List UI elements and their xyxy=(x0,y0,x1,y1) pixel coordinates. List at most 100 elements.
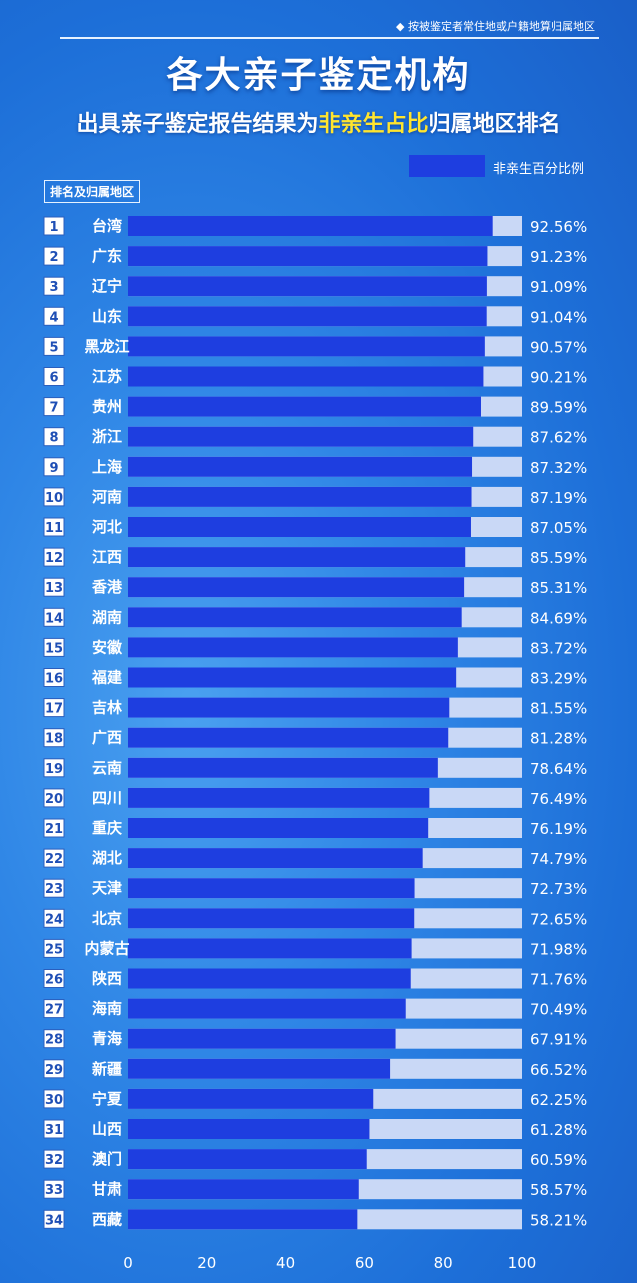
bar xyxy=(128,336,485,357)
rank-box xyxy=(43,547,65,567)
x-tick-label: 0 xyxy=(123,1254,133,1272)
region-label: 四川 xyxy=(92,789,122,807)
value-label: 71.98% xyxy=(530,940,587,958)
x-tick-label: 20 xyxy=(197,1254,216,1272)
rank-number: 9 xyxy=(49,461,58,476)
rank-number: 13 xyxy=(45,581,63,596)
region-label: 江苏 xyxy=(92,368,122,386)
bar xyxy=(128,667,457,688)
value-label: 72.65% xyxy=(530,910,587,928)
rank-number: 17 xyxy=(45,702,63,717)
rank-box xyxy=(43,878,65,898)
bar xyxy=(128,998,406,1019)
bar xyxy=(128,577,465,598)
subtitle-highlight: 非亲生占比 xyxy=(318,112,429,137)
rank-box xyxy=(43,457,65,477)
bar xyxy=(128,637,458,658)
region-label: 浙江 xyxy=(92,428,122,446)
rank-box xyxy=(43,276,65,296)
header-divider xyxy=(60,37,599,39)
subtitle-prefix: 出具亲子鉴定报告结果为 xyxy=(76,112,319,137)
value-label: 76.49% xyxy=(530,790,587,808)
x-tick-label: 80 xyxy=(434,1254,453,1272)
region-label: 天津 xyxy=(92,879,122,897)
rank-number: 5 xyxy=(49,340,58,355)
bar xyxy=(128,246,488,267)
bar xyxy=(128,818,429,838)
value-label: 71.76% xyxy=(530,971,587,989)
value-label: 67.91% xyxy=(530,1031,587,1049)
region-label: 香港 xyxy=(92,578,123,596)
chart-subtitle: 出具亲子鉴定报告结果为非亲生占比归属地区排名 xyxy=(0,106,637,138)
value-label: 76.19% xyxy=(530,820,587,838)
bar xyxy=(128,1119,370,1139)
rank-box xyxy=(43,397,65,417)
rank-number: 3 xyxy=(49,280,58,295)
rank-number: 14 xyxy=(45,611,63,626)
rank-box xyxy=(43,1119,65,1139)
region-label: 辽宁 xyxy=(92,277,122,295)
region-label: 澳门 xyxy=(92,1150,122,1168)
rank-box xyxy=(43,818,65,838)
region-label: 河北 xyxy=(92,518,122,536)
value-label: 72.73% xyxy=(530,880,587,898)
region-label: 山东 xyxy=(92,307,122,325)
rank-number: 29 xyxy=(45,1063,63,1078)
value-label: 91.04% xyxy=(530,308,587,326)
bar xyxy=(128,306,487,327)
region-label: 广东 xyxy=(92,247,122,265)
rank-box xyxy=(43,367,65,386)
value-label: 58.21% xyxy=(530,1211,587,1229)
rank-number: 24 xyxy=(45,912,63,927)
region-label: 重庆 xyxy=(92,819,122,837)
rank-box xyxy=(43,728,65,748)
rank-box xyxy=(43,698,65,718)
bar xyxy=(128,787,430,808)
region-label: 安徽 xyxy=(92,638,123,656)
rank-box xyxy=(43,758,65,778)
region-label: 陕西 xyxy=(92,970,122,988)
rank-box xyxy=(43,637,65,657)
value-label: 85.59% xyxy=(530,549,587,567)
rank-number: 16 xyxy=(45,672,63,687)
value-label: 89.59% xyxy=(530,399,587,417)
rank-number: 33 xyxy=(45,1183,63,1198)
value-label: 66.52% xyxy=(530,1061,587,1079)
bar xyxy=(128,456,473,477)
bar xyxy=(128,878,415,899)
value-label: 91.23% xyxy=(530,248,587,266)
rank-box xyxy=(43,908,65,928)
region-label: 青海 xyxy=(92,1030,122,1048)
bar xyxy=(128,697,450,718)
rank-box xyxy=(43,1089,65,1109)
bar xyxy=(128,1028,396,1049)
rank-number: 30 xyxy=(45,1093,63,1108)
rank-number: 10 xyxy=(45,491,63,506)
bar xyxy=(128,968,411,989)
value-label: 92.56% xyxy=(530,218,587,236)
bar xyxy=(128,426,474,447)
bar xyxy=(128,1149,367,1170)
region-label: 宁夏 xyxy=(92,1090,123,1108)
region-label: 湖南 xyxy=(92,608,122,626)
rank-box xyxy=(43,668,65,687)
region-label: 山西 xyxy=(92,1120,122,1138)
rank-box xyxy=(43,938,65,958)
bar xyxy=(128,276,487,297)
rank-box xyxy=(43,1059,65,1079)
rank-number: 21 xyxy=(45,822,63,837)
rank-box xyxy=(43,577,65,597)
rank-box xyxy=(43,1029,65,1049)
legend-swatch xyxy=(409,155,485,177)
region-label: 云南 xyxy=(92,759,122,777)
bar xyxy=(128,1058,391,1079)
bar xyxy=(128,607,462,628)
region-label: 广西 xyxy=(92,729,122,747)
rank-number: 7 xyxy=(49,401,58,416)
bar xyxy=(128,396,481,417)
rank-box xyxy=(43,969,65,988)
rank-box xyxy=(43,1209,65,1229)
bar xyxy=(128,486,472,507)
region-label: 吉林 xyxy=(92,699,123,717)
value-label: 81.28% xyxy=(530,730,587,748)
